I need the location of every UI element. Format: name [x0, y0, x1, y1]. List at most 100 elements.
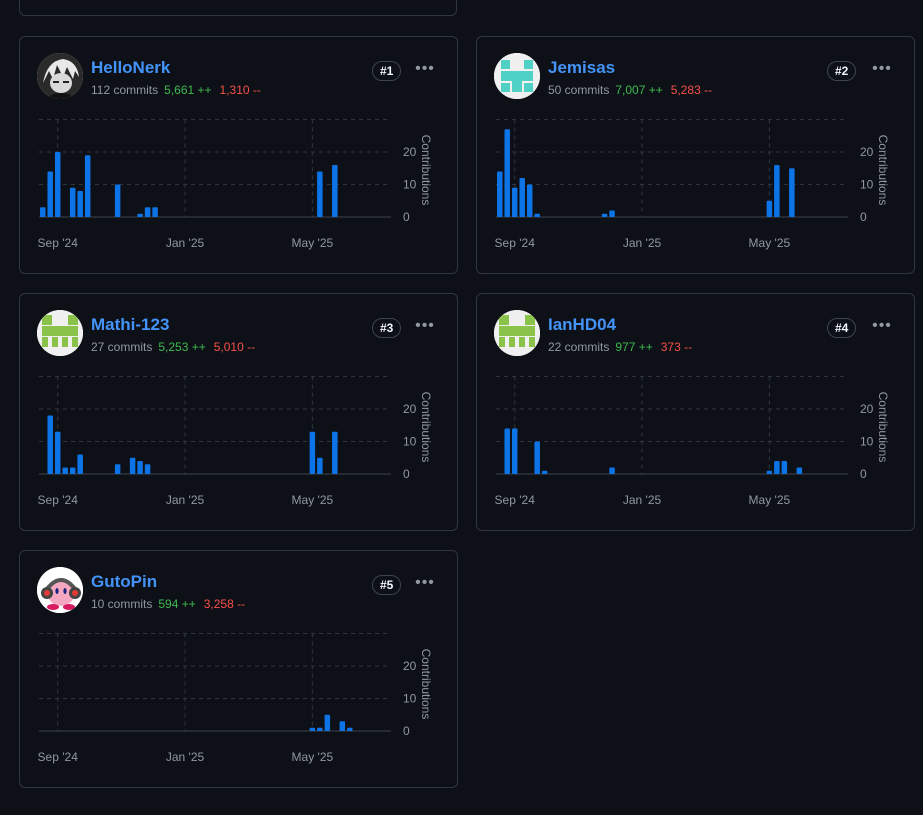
contribution-bar[interactable]: [609, 210, 615, 218]
contribution-bar[interactable]: [152, 207, 158, 217]
contribution-bar[interactable]: [339, 721, 346, 731]
x-tick-label: Jan '25: [166, 493, 205, 507]
contribution-bar[interactable]: [317, 727, 323, 731]
contribution-bar[interactable]: [47, 171, 53, 218]
contributor-card: HelloNerk 112 commits 5,661 ++ 1,310 -- #1…: [19, 36, 458, 274]
rank-badge: #2: [827, 61, 857, 81]
x-tick-label: Sep '24: [38, 493, 79, 507]
avatar[interactable]: [37, 310, 83, 356]
contribution-bar[interactable]: [766, 470, 773, 474]
contribution-bar[interactable]: [511, 428, 518, 475]
contribution-bar[interactable]: [77, 454, 83, 475]
kebab-horizontal-icon[interactable]: •••: [415, 574, 435, 591]
commit-count[interactable]: 112 commits: [91, 83, 159, 97]
y-tick-label: 10: [403, 692, 417, 706]
contribution-bar[interactable]: [129, 457, 136, 474]
y-tick-label: 20: [860, 402, 874, 416]
avatar[interactable]: [494, 310, 540, 356]
contributor-card: Jemisas 50 commits 7,007 ++ 5,283 -- #2 ••…: [476, 36, 915, 274]
commit-count[interactable]: 10 commits: [91, 597, 153, 611]
contribution-bar[interactable]: [114, 464, 121, 474]
contribution-bar[interactable]: [137, 461, 143, 474]
username-link[interactable]: GutoPin: [91, 572, 158, 591]
y-tick-label: 20: [403, 659, 417, 673]
y-axis-label: Contributions: [876, 392, 890, 463]
rank-badge: #1: [372, 61, 402, 81]
contribution-bar[interactable]: [601, 213, 608, 217]
contribution-bar[interactable]: [504, 428, 510, 475]
x-tick-label: Sep '24: [495, 236, 536, 250]
contributions-chart: Sep '24 Jan '25 May '25 0 10 20 Contributions: [495, 119, 890, 250]
username-link[interactable]: Jemisas: [548, 58, 616, 77]
contribution-bar[interactable]: [774, 461, 780, 474]
commit-count[interactable]: 50 commits: [548, 83, 610, 97]
contribution-bar[interactable]: [317, 171, 323, 218]
contribution-bar[interactable]: [69, 467, 76, 475]
contribution-bar[interactable]: [54, 431, 61, 474]
contribution-bar[interactable]: [796, 467, 803, 475]
contribution-bar[interactable]: [534, 441, 540, 475]
deletions-count: 5,010 --: [213, 340, 256, 354]
y-tick-label: 0: [860, 467, 867, 481]
kebab-horizontal-icon[interactable]: •••: [872, 317, 892, 334]
x-tick-label: Jan '25: [623, 493, 662, 507]
kebab-horizontal-icon[interactable]: •••: [415, 60, 435, 77]
contribution-bar[interactable]: [526, 184, 533, 218]
contribution-bar[interactable]: [534, 213, 540, 217]
contribution-bar[interactable]: [40, 207, 46, 217]
avatar[interactable]: [37, 567, 83, 613]
contribution-bar[interactable]: [144, 207, 151, 217]
contribution-bar[interactable]: [774, 165, 780, 217]
commit-count[interactable]: 27 commits: [91, 340, 153, 354]
rank-badge: #4: [827, 318, 857, 338]
username-link[interactable]: Mathi-123: [91, 315, 170, 334]
contribution-bar[interactable]: [137, 213, 143, 217]
x-tick-label: Sep '24: [38, 236, 79, 250]
kebab-horizontal-icon[interactable]: •••: [872, 60, 892, 77]
contribution-bar[interactable]: [69, 187, 76, 217]
contribution-bar[interactable]: [54, 152, 61, 217]
x-tick-label: Jan '25: [623, 236, 662, 250]
contribution-bar[interactable]: [309, 431, 316, 474]
contribution-bar[interactable]: [504, 129, 510, 217]
y-tick-label: 10: [403, 178, 417, 192]
additions-count: 977 ++: [615, 340, 653, 354]
avatar[interactable]: [494, 53, 540, 99]
deletions-count: 5,283 --: [670, 83, 713, 97]
x-tick-label: May '25: [749, 493, 791, 507]
contribution-bar[interactable]: [114, 184, 121, 218]
contribution-bar[interactable]: [77, 191, 83, 217]
rank-badge: #5: [372, 575, 402, 595]
y-tick-label: 0: [403, 210, 410, 224]
username-link[interactable]: IanHD04: [548, 315, 617, 334]
contribution-bar[interactable]: [609, 467, 615, 475]
username-link[interactable]: HelloNerk: [91, 58, 171, 77]
x-tick-label: May '25: [749, 236, 791, 250]
contribution-bar[interactable]: [541, 470, 548, 474]
x-tick-label: Jan '25: [166, 236, 205, 250]
contribution-bar[interactable]: [781, 461, 788, 474]
contribution-bar[interactable]: [317, 457, 323, 474]
contribution-bar[interactable]: [766, 200, 773, 217]
kebab-horizontal-icon[interactable]: •••: [415, 317, 435, 334]
contributor-card: Mathi-123 27 commits 5,253 ++ 5,010 -- #3 …: [19, 293, 458, 531]
contribution-bar[interactable]: [309, 727, 316, 731]
y-axis-label: Contributions: [419, 392, 433, 463]
contribution-bar[interactable]: [324, 714, 331, 731]
additions-count: 5,253 ++: [158, 340, 206, 354]
contribution-bar[interactable]: [47, 415, 53, 475]
contribution-bar[interactable]: [497, 171, 503, 218]
contribution-bar[interactable]: [519, 178, 525, 217]
contribution-bar[interactable]: [144, 464, 151, 474]
y-axis-label: Contributions: [419, 135, 433, 206]
contribution-bar[interactable]: [332, 431, 338, 474]
contribution-bar[interactable]: [511, 187, 518, 217]
contribution-bar[interactable]: [347, 727, 353, 731]
contributor-card: IanHD04 22 commits 977 ++ 373 -- #4 ••• Se…: [476, 293, 915, 531]
contribution-bar[interactable]: [789, 168, 795, 217]
contributions-chart: Sep '24 Jan '25 May '25 0 10 20 Contributions: [38, 633, 433, 764]
contribution-bar[interactable]: [332, 165, 338, 217]
contribution-bar[interactable]: [62, 467, 68, 475]
contribution-bar[interactable]: [84, 155, 91, 217]
commit-count[interactable]: 22 commits: [548, 340, 610, 354]
